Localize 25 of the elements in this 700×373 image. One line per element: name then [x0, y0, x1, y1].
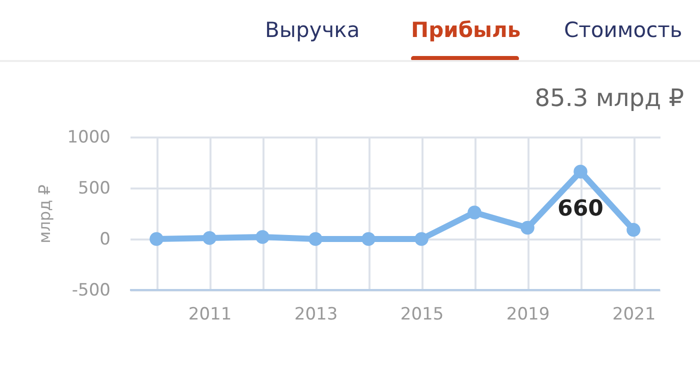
point	[468, 206, 482, 220]
point	[362, 232, 376, 246]
point	[308, 232, 322, 246]
point	[414, 232, 428, 246]
point	[256, 230, 270, 244]
x-tick-label: 2019	[506, 304, 550, 324]
point	[574, 164, 588, 179]
point	[202, 231, 216, 245]
y-axis-title: млрд ₽	[35, 184, 54, 244]
x-tick-label: 2011	[188, 304, 232, 324]
text: Выручка	[265, 18, 360, 42]
text: Стоимость	[564, 18, 682, 42]
point	[520, 220, 534, 235]
y-tick-label: 1000	[67, 128, 110, 148]
x-tick-label: 2021	[612, 304, 656, 324]
y-tick-label: -500	[72, 280, 110, 300]
text: Прибыль	[411, 18, 521, 42]
data-label: 660	[558, 196, 604, 222]
x-tick-label: 2013	[294, 304, 338, 324]
y-tick-label: 0	[100, 230, 110, 250]
point	[150, 232, 164, 246]
point	[626, 222, 640, 237]
x-tick-label: 2015	[400, 304, 444, 324]
text: 85.3 млрд ₽	[534, 84, 684, 112]
y-tick-label: 500	[78, 178, 110, 198]
